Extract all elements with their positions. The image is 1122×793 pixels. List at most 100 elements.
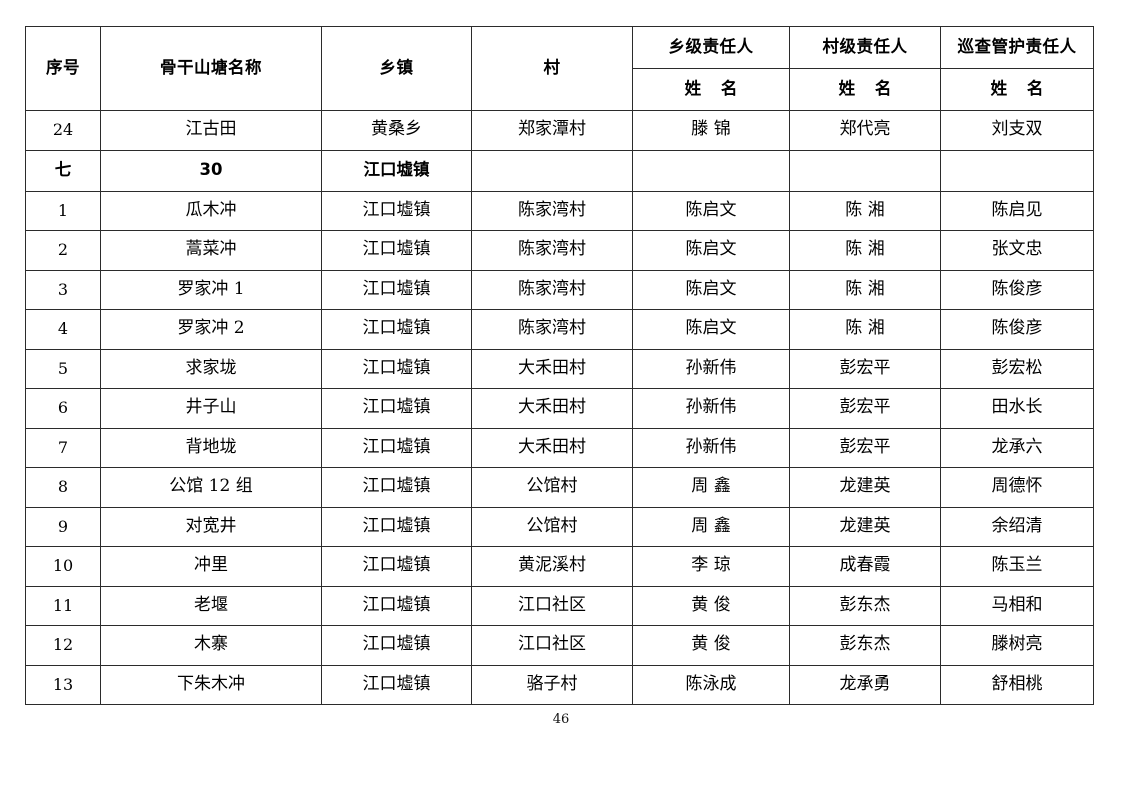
cell-township-officer: 周 鑫 bbox=[632, 506, 790, 547]
cell-village: 陈家湾村 bbox=[471, 269, 633, 310]
cell-seq: 13 bbox=[25, 664, 101, 705]
table-row: 8 公馆 12 组江口墟镇 公馆村周 鑫龙建英 周德怀 bbox=[25, 467, 1094, 508]
cell-township-officer: 滕 锦 bbox=[632, 110, 790, 151]
cell-township: 江口墟镇 bbox=[321, 467, 472, 508]
page-number: 46 bbox=[552, 712, 570, 727]
cell-village: 大禾田村 bbox=[471, 348, 633, 389]
cell-village: 陈家湾村 bbox=[471, 230, 633, 271]
cell-reservoir-name: 老堰 bbox=[100, 585, 322, 626]
header-row-primary: 序号 骨干山塘名称 乡镇 村 乡级责任人 村级责任人 巡查管护责任人 bbox=[25, 26, 1094, 111]
column-header-seq: 序号 bbox=[25, 26, 101, 111]
cell-village-officer: 彭宏平 bbox=[789, 388, 941, 429]
cell-township: 江口墟镇 bbox=[321, 149, 472, 192]
column-subheader-township-officer-name: 姓 名 bbox=[632, 68, 790, 111]
cell-township-officer: 孙新伟 bbox=[632, 427, 790, 468]
cell-village: 黄泥溪村 bbox=[471, 546, 633, 587]
cell-reservoir-name: 冲里 bbox=[100, 546, 322, 587]
cell-seq: 2 bbox=[25, 230, 101, 271]
cell-village-officer: 彭东杰 bbox=[789, 585, 941, 626]
table-row: 5 求家垅 江口墟镇 大禾田村 孙新伟 彭宏平 彭宏松 bbox=[25, 348, 1094, 389]
cell-patrol-officer: 陈俊彦 bbox=[940, 309, 1094, 350]
cell-seq: 5 bbox=[25, 348, 101, 389]
cell-village: 大禾田村 bbox=[471, 427, 633, 468]
column-header-patrol-officer-group: 巡查管护责任人 bbox=[940, 26, 1094, 69]
cell-reservoir-name: 蒿菜冲 bbox=[100, 230, 322, 271]
cell-patrol-officer: 滕树亮 bbox=[940, 625, 1094, 666]
subheader-text-patrol: 姓 名 bbox=[990, 79, 1051, 99]
cell-township: 江口墟镇 bbox=[321, 269, 472, 310]
cell-township: 江口墟镇 bbox=[321, 585, 472, 626]
cell-village-officer: 郑代亮 bbox=[789, 110, 941, 151]
cell-township-officer: 黄 俊 bbox=[632, 625, 790, 666]
table-row: 2 蒿菜冲 江口墟镇 陈家湾村 陈启文陈 湘张文忠 bbox=[25, 230, 1094, 271]
column-header-township-officer-group: 乡级责任人 bbox=[632, 26, 790, 69]
table-header: 序号 骨干山塘名称 乡镇 村 乡级责任人 村级责任人 巡查管护责任人 姓 名 姓… bbox=[25, 26, 1094, 111]
subheader-text-village: 姓 名 bbox=[838, 79, 899, 99]
cell-township-officer: 孙新伟 bbox=[632, 388, 790, 429]
table-row: 7 背地垅 江口墟镇 大禾田村 孙新伟 彭宏平 龙承六 bbox=[25, 427, 1094, 468]
cell-reservoir-name: 罗家冲 2 bbox=[100, 309, 322, 350]
table-row: 12 木寨 江口墟镇 江口社区黄 俊彭东杰 滕树亮 bbox=[25, 625, 1094, 666]
cell-township-officer: 黄 俊 bbox=[632, 585, 790, 626]
cell-township: 江口墟镇 bbox=[321, 388, 472, 429]
cell-patrol-officer: 张文忠 bbox=[940, 230, 1094, 271]
cell-village-officer: 陈 湘 bbox=[789, 190, 941, 231]
cell-patrol-officer: 陈玉兰 bbox=[940, 546, 1094, 587]
cell-patrol-officer: 余绍清 bbox=[940, 506, 1094, 547]
responsibility-table: 序号 骨干山塘名称 乡镇 村 乡级责任人 村级责任人 巡查管护责任人 姓 名 姓… bbox=[25, 26, 1094, 705]
table-row: 6 井子山 江口墟镇 大禾田村 孙新伟 彭宏平 田水长 bbox=[25, 388, 1094, 429]
cell-township-officer: 陈启文 bbox=[632, 269, 790, 310]
cell-seq: 24 bbox=[25, 110, 101, 151]
cell-seq: 1 bbox=[25, 190, 101, 231]
cell-township-officer: 周 鑫 bbox=[632, 467, 790, 508]
table-row: 9 对宽井 江口墟镇 公馆村周 鑫龙建英 余绍清 bbox=[25, 506, 1094, 547]
cell-township-officer: 陈启文 bbox=[632, 190, 790, 231]
cell-village-officer: 彭宏平 bbox=[789, 348, 941, 389]
cell-village-officer: 陈 湘 bbox=[789, 309, 941, 350]
cell-patrol-officer: 舒相桃 bbox=[940, 664, 1094, 705]
cell-reservoir-name: 瓜木冲 bbox=[100, 190, 322, 231]
cell-township-officer: 陈启文 bbox=[632, 230, 790, 271]
cell-reservoir-name: 井子山 bbox=[100, 388, 322, 429]
cell-seq: 6 bbox=[25, 388, 101, 429]
cell-township: 江口墟镇 bbox=[321, 625, 472, 666]
cell-reservoir-name: 30 bbox=[100, 149, 322, 192]
cell-township: 江口墟镇 bbox=[321, 309, 472, 350]
cell-reservoir-name: 公馆 12 组 bbox=[100, 467, 322, 508]
cell-patrol-officer: 彭宏松 bbox=[940, 348, 1094, 389]
cell-patrol-officer: 周德怀 bbox=[940, 467, 1094, 508]
table-group-row: 七 30 江口墟镇 bbox=[25, 149, 1094, 192]
cell-village: 江口社区 bbox=[471, 625, 633, 666]
column-header-reservoir-name: 骨干山塘名称 bbox=[100, 26, 322, 111]
cell-seq: 4 bbox=[25, 309, 101, 350]
cell-township: 江口墟镇 bbox=[321, 664, 472, 705]
cell-patrol-officer: 田水长 bbox=[940, 388, 1094, 429]
table-row: 13 下朱木冲 江口墟镇 骆子村 陈泳成 龙承勇 舒相桃 bbox=[25, 664, 1094, 705]
cell-township: 江口墟镇 bbox=[321, 190, 472, 231]
cell-village-officer: 彭东杰 bbox=[789, 625, 941, 666]
cell-village-officer: 陈 湘 bbox=[789, 230, 941, 271]
cell-township: 江口墟镇 bbox=[321, 506, 472, 547]
table-row: 10 冲里 江口墟镇 黄泥溪村李 琼成春霞 陈玉兰 bbox=[25, 546, 1094, 587]
cell-township-officer: 陈泳成 bbox=[632, 664, 790, 705]
cell-village-officer: 龙承勇 bbox=[789, 664, 941, 705]
subheader-text-township: 姓 名 bbox=[684, 79, 745, 99]
cell-village: 公馆村 bbox=[471, 506, 633, 547]
cell-patrol-officer: 陈启见 bbox=[940, 190, 1094, 231]
cell-village-officer: 陈 湘 bbox=[789, 269, 941, 310]
cell-seq: 9 bbox=[25, 506, 101, 547]
cell-township: 江口墟镇 bbox=[321, 230, 472, 271]
table-body: 24 江古田 黄桑乡 郑家潭村滕 锦郑代亮 刘支双七 30 江口墟镇 1 瓜木冲 江口墟镇 陈家湾村… bbox=[25, 110, 1094, 705]
table-row: 4 罗家冲 2 江口墟镇 陈家湾村 陈启文陈 湘陈俊彦 bbox=[25, 309, 1094, 350]
cell-village: 陈家湾村 bbox=[471, 190, 633, 231]
cell-reservoir-name: 木寨 bbox=[100, 625, 322, 666]
cell-township-officer: 李 琼 bbox=[632, 546, 790, 587]
cell-village-officer: 龙建英 bbox=[789, 506, 941, 547]
cell-village-officer: 彭宏平 bbox=[789, 427, 941, 468]
cell-reservoir-name: 下朱木冲 bbox=[100, 664, 322, 705]
cell-village: 公馆村 bbox=[471, 467, 633, 508]
cell-patrol-officer: 刘支双 bbox=[940, 110, 1094, 151]
column-header-village-officer-group: 村级责任人 bbox=[789, 26, 941, 69]
cell-reservoir-name: 罗家冲 1 bbox=[100, 269, 322, 310]
cell-reservoir-name: 对宽井 bbox=[100, 506, 322, 547]
